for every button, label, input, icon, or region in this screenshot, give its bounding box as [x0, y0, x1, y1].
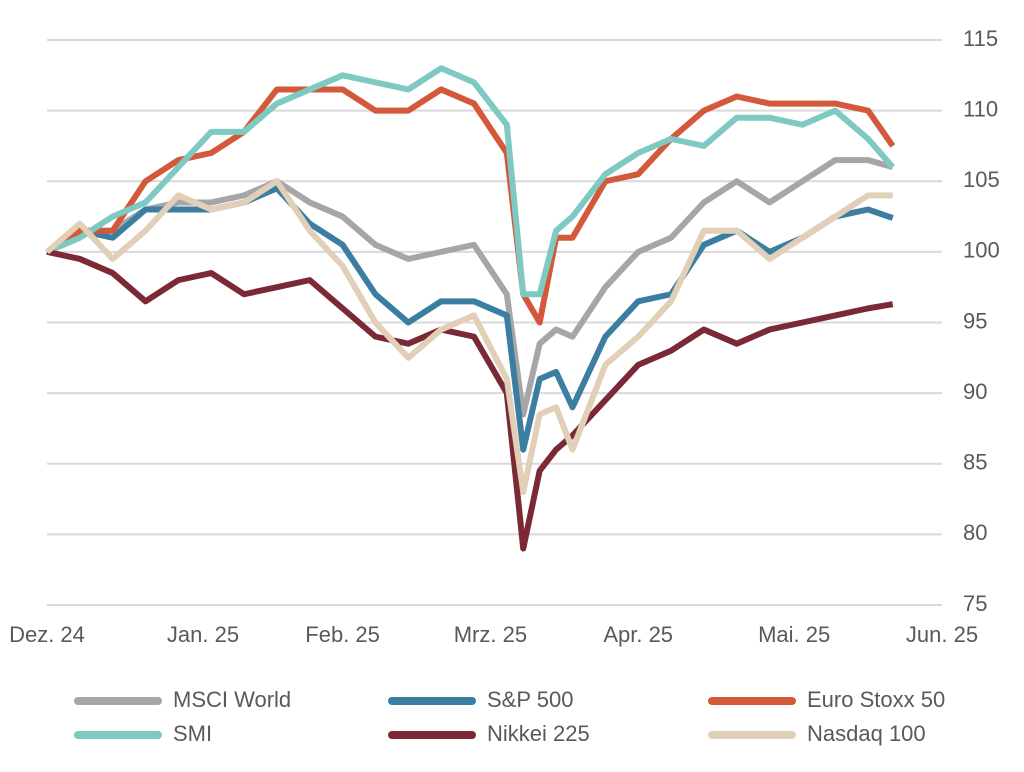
y-tick-label: 100: [963, 238, 1000, 263]
x-tick-label: Dez. 24: [9, 622, 85, 647]
y-tick-label: 105: [963, 167, 1000, 192]
legend-label: Nasdaq 100: [807, 721, 926, 746]
x-tick-label: Feb. 25: [305, 622, 380, 647]
y-tick-label: 85: [963, 450, 987, 475]
legend-label: Euro Stoxx 50: [807, 687, 945, 712]
legend-label: SMI: [173, 721, 212, 746]
y-tick-label: 75: [963, 591, 987, 616]
y-tick-label: 95: [963, 308, 987, 333]
x-tick-label: Mai. 25: [758, 622, 830, 647]
x-tick-label: Mrz. 25: [454, 622, 527, 647]
legend-label: S&P 500: [487, 687, 573, 712]
series-line: [45, 65, 895, 298]
y-tick-label: 80: [963, 520, 987, 545]
x-tick-label: Jun. 25: [906, 622, 978, 647]
legend-label: MSCI World: [173, 687, 291, 712]
y-tick-label: 110: [963, 96, 998, 121]
legend-label: Nikkei 225: [487, 721, 590, 746]
y-tick-label: 90: [963, 379, 987, 404]
series-line: [46, 248, 894, 552]
y-tick-label: 115: [963, 26, 998, 51]
x-tick-label: Apr. 25: [603, 622, 673, 647]
x-tick-label: Jan. 25: [167, 622, 239, 647]
series-line: [45, 178, 893, 495]
